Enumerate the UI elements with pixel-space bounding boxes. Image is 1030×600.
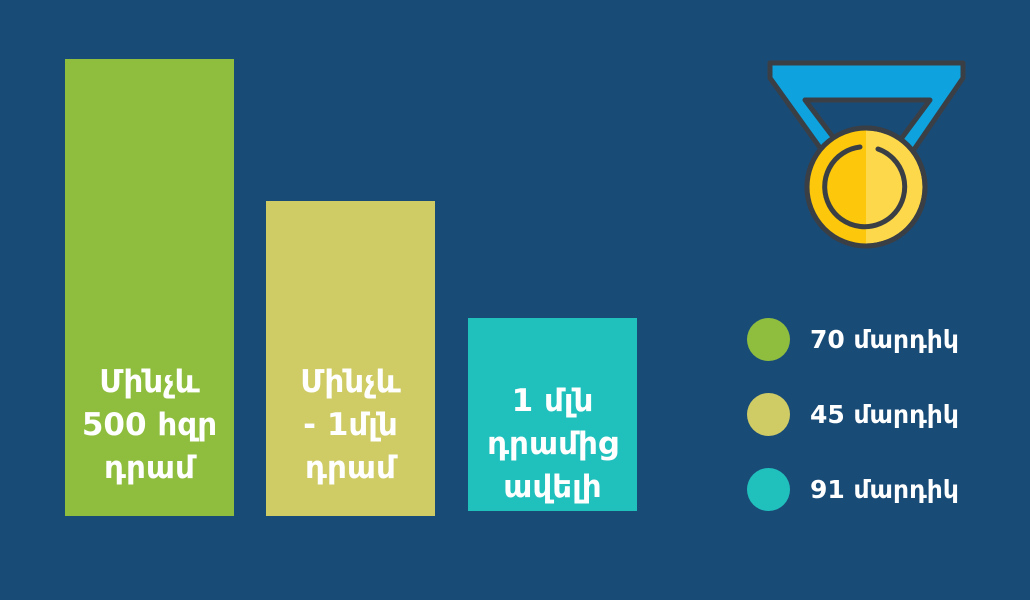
legend-text: 91 մարդիկ: [810, 475, 959, 504]
legend-text: 70 մարդիկ: [810, 325, 959, 354]
bar-label: Մինչև 500 հզր դրամ: [81, 364, 218, 486]
medal-icon: [767, 60, 966, 249]
bar-label: Մինչև - 1մլն դրամ: [300, 364, 401, 486]
legend-dot: [747, 468, 790, 511]
legend-dot: [747, 318, 790, 361]
bar-label: 1 մլն դրամից ավելի: [487, 383, 618, 505]
bar-up-to-1m: Մինչև - 1մլն դրամ: [266, 201, 435, 516]
legend-dot: [747, 393, 790, 436]
bar-up-to-500k: Մինչև 500 հզր դրամ: [65, 59, 234, 516]
legend-item: 70 մարդիկ: [747, 318, 959, 361]
legend-item: 45 մարդիկ: [747, 393, 959, 436]
bar-over-1m: 1 մլն դրամից ավելի: [468, 318, 637, 511]
legend-text: 45 մարդիկ: [810, 400, 959, 429]
legend-item: 91 մարդիկ: [747, 468, 959, 511]
